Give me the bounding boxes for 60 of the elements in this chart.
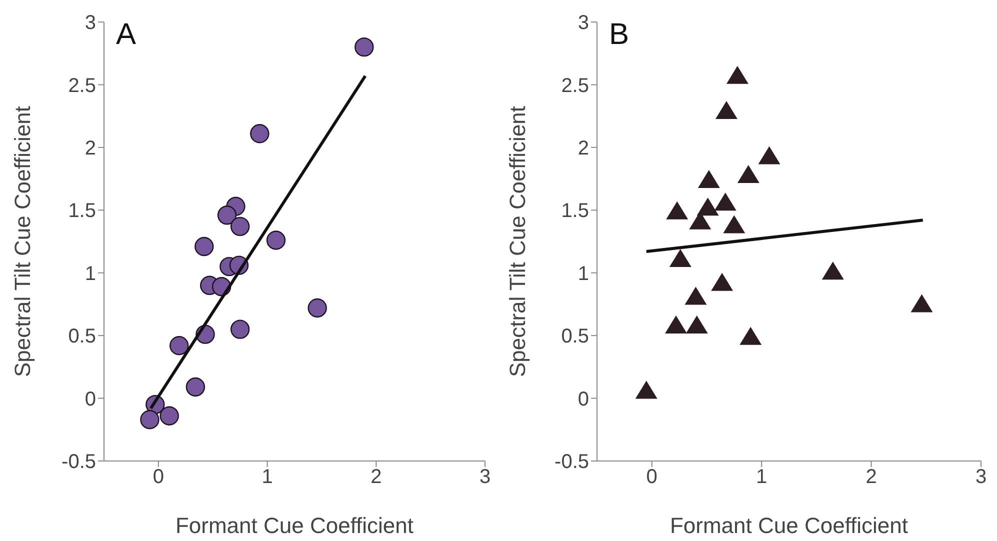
point xyxy=(711,272,734,291)
x-axis-title: Formant Cue Coefficient xyxy=(670,513,908,538)
point xyxy=(758,146,780,164)
point xyxy=(740,326,762,345)
point xyxy=(230,320,250,339)
point xyxy=(230,216,250,236)
point xyxy=(723,215,746,234)
y-tick-label: 3 xyxy=(84,12,96,34)
y-tick-label: 1.5 xyxy=(561,200,589,222)
point xyxy=(250,124,270,144)
y-tick-label: 1 xyxy=(84,262,96,285)
point xyxy=(669,249,692,268)
point xyxy=(160,406,179,426)
point xyxy=(666,201,688,220)
y-tick-label: -0.5 xyxy=(62,451,96,474)
x-tick-label: 1 xyxy=(262,466,273,488)
x-tick-label: 3 xyxy=(975,466,987,488)
x-tick-label: 2 xyxy=(370,466,382,488)
x-tick-label: 2 xyxy=(866,466,877,488)
point xyxy=(266,230,286,250)
y-axis-title: Spectral Tilt Cue Coefficient xyxy=(10,106,35,378)
y-tick-label: 0 xyxy=(578,388,589,410)
chart-title: A xyxy=(116,18,136,52)
y-tick-label: 1 xyxy=(578,262,589,285)
x-axis-title: Formant Cue Coefficient xyxy=(175,513,414,538)
point xyxy=(715,101,738,120)
point xyxy=(714,192,736,211)
x-tick-label: 0 xyxy=(152,466,164,488)
x-tick-label: 3 xyxy=(479,466,491,488)
point xyxy=(737,165,760,184)
y-tick-label: 3 xyxy=(578,12,589,34)
y-tick-label: 0.5 xyxy=(68,326,96,348)
point xyxy=(170,336,189,356)
point xyxy=(698,170,720,188)
chart-title: B xyxy=(609,18,630,52)
point xyxy=(822,262,844,280)
point xyxy=(194,236,214,256)
y-tick-label: 2.5 xyxy=(68,74,96,97)
y-tick-label: 2 xyxy=(84,138,96,160)
point xyxy=(696,198,719,216)
y-tick-label: -0.5 xyxy=(554,451,589,474)
y-tick-label: 2 xyxy=(578,138,589,160)
point xyxy=(726,66,748,84)
point xyxy=(354,37,374,57)
y-tick-label: 0.5 xyxy=(561,326,589,348)
point xyxy=(910,294,933,312)
y-tick-label: 2.5 xyxy=(561,74,589,97)
point xyxy=(686,316,708,334)
x-tick-label: 0 xyxy=(646,466,658,488)
point xyxy=(684,286,707,305)
point xyxy=(635,380,658,399)
y-tick-label: 1.5 xyxy=(68,200,96,222)
x-tick-label: 1 xyxy=(756,466,768,488)
point xyxy=(186,377,206,397)
point xyxy=(664,316,687,334)
y-tick-label: 0 xyxy=(84,388,96,410)
point xyxy=(140,410,160,430)
y-axis-title: Spectral Tilt Cue Coefficient xyxy=(504,106,530,378)
point xyxy=(217,206,237,225)
point xyxy=(308,298,327,318)
